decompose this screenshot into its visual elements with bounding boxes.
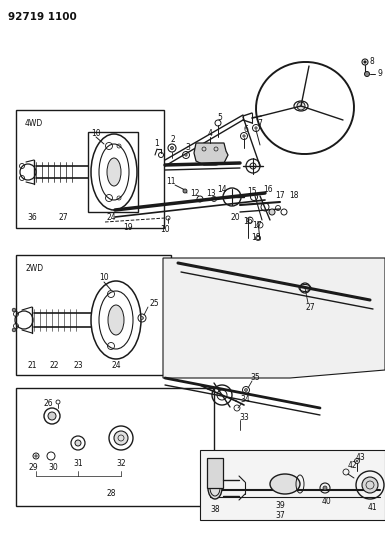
Text: 29: 29 bbox=[28, 464, 38, 472]
Circle shape bbox=[35, 455, 37, 457]
Text: 13: 13 bbox=[206, 189, 216, 198]
Bar bbox=[16, 110, 164, 228]
Text: 11: 11 bbox=[166, 177, 176, 187]
Circle shape bbox=[12, 308, 16, 312]
Text: 34: 34 bbox=[240, 395, 250, 405]
Text: 2WD: 2WD bbox=[25, 264, 43, 273]
Circle shape bbox=[48, 412, 56, 420]
Text: 19: 19 bbox=[123, 223, 133, 232]
Text: 38: 38 bbox=[210, 505, 220, 514]
Text: 4WD: 4WD bbox=[25, 119, 43, 128]
Text: 31: 31 bbox=[73, 458, 83, 467]
Text: 16: 16 bbox=[263, 184, 273, 193]
Text: 6: 6 bbox=[244, 125, 248, 134]
Text: 20: 20 bbox=[230, 214, 240, 222]
Circle shape bbox=[244, 389, 248, 392]
Text: 15: 15 bbox=[247, 187, 257, 196]
Text: 28: 28 bbox=[106, 489, 116, 497]
Text: 4: 4 bbox=[208, 128, 213, 138]
Text: 23: 23 bbox=[73, 360, 83, 369]
Text: 2: 2 bbox=[171, 135, 176, 144]
Bar bbox=[16, 388, 214, 506]
Text: 43: 43 bbox=[356, 453, 366, 462]
Circle shape bbox=[365, 71, 370, 77]
Text: 30: 30 bbox=[48, 464, 58, 472]
Circle shape bbox=[183, 189, 187, 193]
Text: 18: 18 bbox=[289, 191, 299, 200]
Text: 14: 14 bbox=[217, 184, 227, 193]
Text: 22: 22 bbox=[49, 360, 59, 369]
Text: 40: 40 bbox=[322, 497, 332, 506]
Text: 16: 16 bbox=[243, 216, 253, 225]
Text: 27: 27 bbox=[305, 303, 315, 311]
Text: 12: 12 bbox=[190, 189, 200, 198]
Text: 18: 18 bbox=[251, 232, 261, 241]
Polygon shape bbox=[194, 143, 228, 165]
Circle shape bbox=[364, 61, 366, 63]
Text: 10: 10 bbox=[99, 273, 109, 282]
Polygon shape bbox=[163, 258, 385, 378]
Text: 17: 17 bbox=[252, 222, 262, 230]
Text: 26: 26 bbox=[43, 400, 53, 408]
Ellipse shape bbox=[270, 474, 300, 494]
Text: 1: 1 bbox=[155, 139, 159, 148]
Circle shape bbox=[114, 431, 128, 445]
Text: 42: 42 bbox=[347, 462, 357, 471]
Text: 35: 35 bbox=[250, 374, 260, 383]
Circle shape bbox=[75, 440, 81, 446]
Text: 36: 36 bbox=[27, 214, 37, 222]
Text: 3: 3 bbox=[186, 142, 191, 151]
Circle shape bbox=[297, 102, 305, 110]
Text: 8: 8 bbox=[370, 58, 375, 67]
Text: 27: 27 bbox=[58, 214, 68, 222]
Polygon shape bbox=[200, 450, 385, 520]
Bar bbox=[16, 255, 171, 375]
Circle shape bbox=[255, 127, 257, 129]
Ellipse shape bbox=[208, 477, 222, 499]
Text: 41: 41 bbox=[367, 503, 377, 512]
Text: 10: 10 bbox=[160, 225, 170, 235]
Text: 10: 10 bbox=[91, 130, 101, 139]
Circle shape bbox=[362, 477, 378, 493]
Ellipse shape bbox=[108, 305, 124, 335]
Circle shape bbox=[243, 135, 245, 137]
Circle shape bbox=[269, 209, 275, 215]
Circle shape bbox=[185, 154, 187, 156]
Text: 39: 39 bbox=[275, 502, 285, 511]
Circle shape bbox=[171, 147, 174, 149]
Ellipse shape bbox=[107, 158, 121, 186]
Text: 37: 37 bbox=[275, 511, 285, 520]
Circle shape bbox=[323, 486, 327, 490]
Text: 33: 33 bbox=[239, 414, 249, 423]
Circle shape bbox=[12, 328, 16, 332]
Text: 92719 1100: 92719 1100 bbox=[8, 12, 77, 22]
Bar bbox=[88, 132, 138, 212]
Circle shape bbox=[141, 317, 144, 319]
Circle shape bbox=[356, 460, 358, 462]
Text: 25: 25 bbox=[149, 298, 159, 308]
Text: 32: 32 bbox=[116, 458, 126, 467]
Text: 17: 17 bbox=[275, 190, 285, 199]
Text: 9: 9 bbox=[377, 69, 382, 78]
Text: 21: 21 bbox=[27, 360, 37, 369]
Text: 24: 24 bbox=[111, 360, 121, 369]
Text: 24: 24 bbox=[106, 214, 116, 222]
Text: 7: 7 bbox=[258, 118, 263, 127]
Text: 5: 5 bbox=[218, 112, 223, 122]
Bar bbox=[207, 458, 223, 488]
